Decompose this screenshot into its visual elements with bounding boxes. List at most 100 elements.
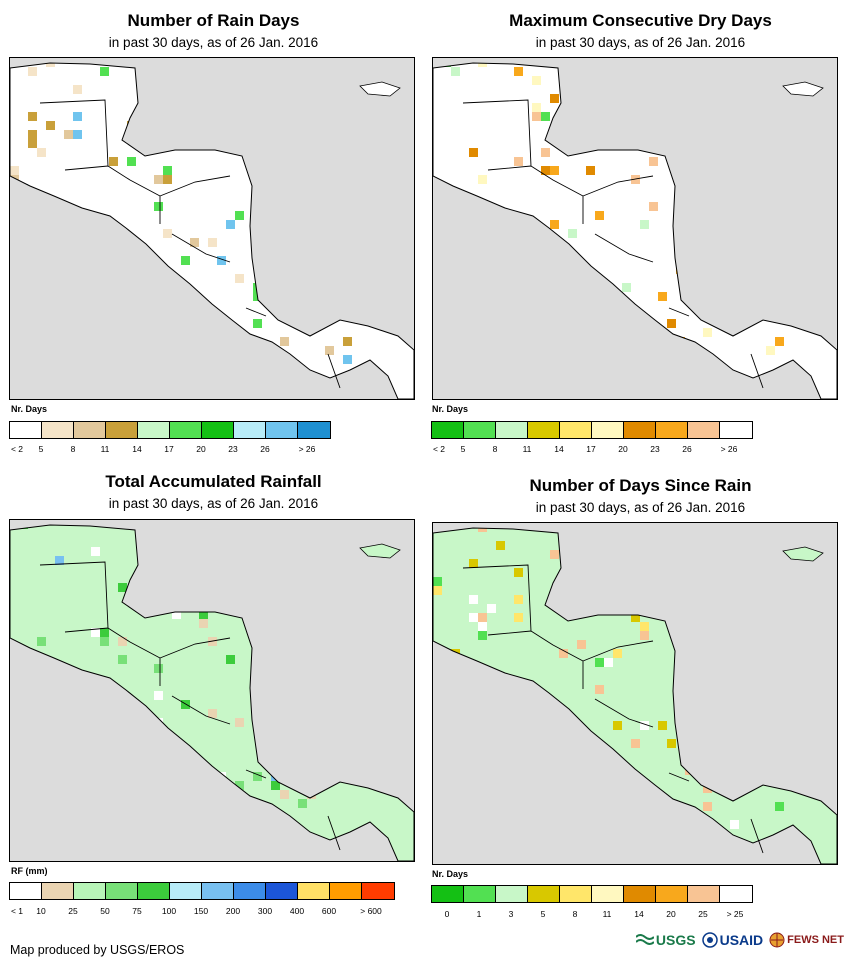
legend-swatch bbox=[202, 883, 234, 899]
legend-swatch bbox=[42, 422, 74, 438]
grid-cell bbox=[703, 703, 712, 712]
grid-cell bbox=[19, 184, 28, 193]
grid-cell bbox=[514, 694, 523, 703]
grid-cell bbox=[343, 691, 352, 700]
grid-cell bbox=[118, 655, 127, 664]
legend-swatch bbox=[720, 886, 752, 902]
grid-cell bbox=[208, 238, 217, 247]
panel-rain-days: Number of Rain Days in past 30 days, as … bbox=[0, 0, 427, 470]
grid-cell bbox=[262, 718, 271, 727]
legend-tick-label: 5 bbox=[38, 444, 44, 454]
grid-cell bbox=[325, 709, 334, 718]
grid-cell bbox=[712, 559, 721, 568]
legend-tick-label: 26 bbox=[682, 444, 692, 454]
grid-cell bbox=[262, 121, 271, 130]
grid-cell bbox=[739, 586, 748, 595]
island-jamaica bbox=[359, 81, 401, 97]
grid-cell bbox=[316, 229, 325, 238]
grid-cell bbox=[46, 283, 55, 292]
grid-cell bbox=[235, 211, 244, 220]
usgs-wave-icon bbox=[635, 934, 654, 945]
grid-cell bbox=[343, 601, 352, 610]
grid-cell bbox=[478, 63, 487, 67]
grid-cell bbox=[280, 790, 289, 799]
grid-cell bbox=[91, 547, 100, 556]
island-jamaica bbox=[359, 543, 401, 559]
grid-cell bbox=[217, 556, 226, 565]
legend-swatch bbox=[266, 883, 298, 899]
legend-swatch bbox=[528, 886, 560, 902]
country-borders bbox=[39, 99, 341, 389]
grid-cell bbox=[568, 364, 577, 373]
grid-cell bbox=[226, 328, 235, 337]
grid-cell bbox=[667, 130, 676, 139]
grid-cell bbox=[595, 685, 604, 694]
grid-cell bbox=[478, 631, 487, 640]
grid-cell bbox=[226, 574, 235, 583]
grid-cell bbox=[478, 775, 487, 784]
grid-cell bbox=[496, 730, 505, 739]
grid-cell bbox=[343, 637, 352, 646]
grid-cell bbox=[514, 748, 523, 757]
grid-cell bbox=[127, 736, 136, 745]
grid-cell bbox=[568, 604, 577, 613]
legend-swatch bbox=[528, 422, 560, 438]
grid-cell bbox=[271, 76, 280, 85]
grid-cell bbox=[757, 739, 766, 748]
grid-cell bbox=[55, 556, 64, 565]
grid-cell bbox=[478, 346, 487, 355]
grid-cell bbox=[739, 274, 748, 283]
grid-cell bbox=[730, 211, 739, 220]
grid-cell bbox=[163, 166, 172, 175]
island-jamaica bbox=[782, 546, 824, 562]
grid-cell bbox=[127, 808, 136, 817]
grid-cell bbox=[487, 310, 496, 319]
grid-cell bbox=[595, 658, 604, 667]
grid-cell bbox=[37, 637, 46, 646]
grid-cell bbox=[181, 700, 190, 709]
grid-cell bbox=[730, 820, 739, 829]
map bbox=[432, 57, 838, 400]
grid-cell bbox=[604, 76, 613, 85]
grid-cell bbox=[334, 112, 343, 121]
grid-cell bbox=[325, 346, 334, 355]
grid-cell bbox=[10, 193, 19, 202]
grid-cell bbox=[712, 739, 721, 748]
legend-tick-label: 14 bbox=[554, 444, 564, 454]
landmass bbox=[433, 63, 837, 399]
grid-cell bbox=[334, 745, 343, 754]
grid-cell bbox=[631, 175, 640, 184]
grid-cell bbox=[757, 685, 766, 694]
grid-cell bbox=[298, 238, 307, 247]
grid-cell bbox=[325, 754, 334, 763]
grid-cell bbox=[235, 781, 244, 790]
grid-cell bbox=[523, 256, 532, 265]
legend-swatch bbox=[266, 422, 298, 438]
grid-cell bbox=[253, 220, 262, 229]
grid-cell bbox=[766, 528, 775, 532]
legend-bar bbox=[431, 421, 753, 439]
landmass bbox=[10, 525, 414, 861]
grid-cell bbox=[226, 547, 235, 556]
grid-cell bbox=[469, 220, 478, 229]
grid-cell bbox=[568, 229, 577, 238]
legend-swatch bbox=[138, 422, 170, 438]
grid-cell bbox=[190, 121, 199, 130]
grid-cell bbox=[253, 601, 262, 610]
grid-cell bbox=[64, 256, 73, 265]
grid-cell bbox=[235, 274, 244, 283]
grid-cell bbox=[163, 745, 172, 754]
grid-cell bbox=[640, 622, 649, 631]
legend-bar bbox=[431, 885, 753, 903]
grid-cell bbox=[208, 637, 217, 646]
grid-cell bbox=[703, 528, 712, 532]
grid-cell bbox=[487, 328, 496, 337]
grid-cell bbox=[766, 184, 775, 193]
grid-cell bbox=[154, 664, 163, 673]
legend-tick-label: 5 bbox=[460, 444, 466, 454]
grid-cell bbox=[109, 238, 118, 247]
legend-bar bbox=[9, 882, 395, 900]
legend-swatch bbox=[496, 886, 528, 902]
legend-tick-label: 10 bbox=[36, 906, 46, 916]
grid-cell bbox=[154, 202, 163, 211]
